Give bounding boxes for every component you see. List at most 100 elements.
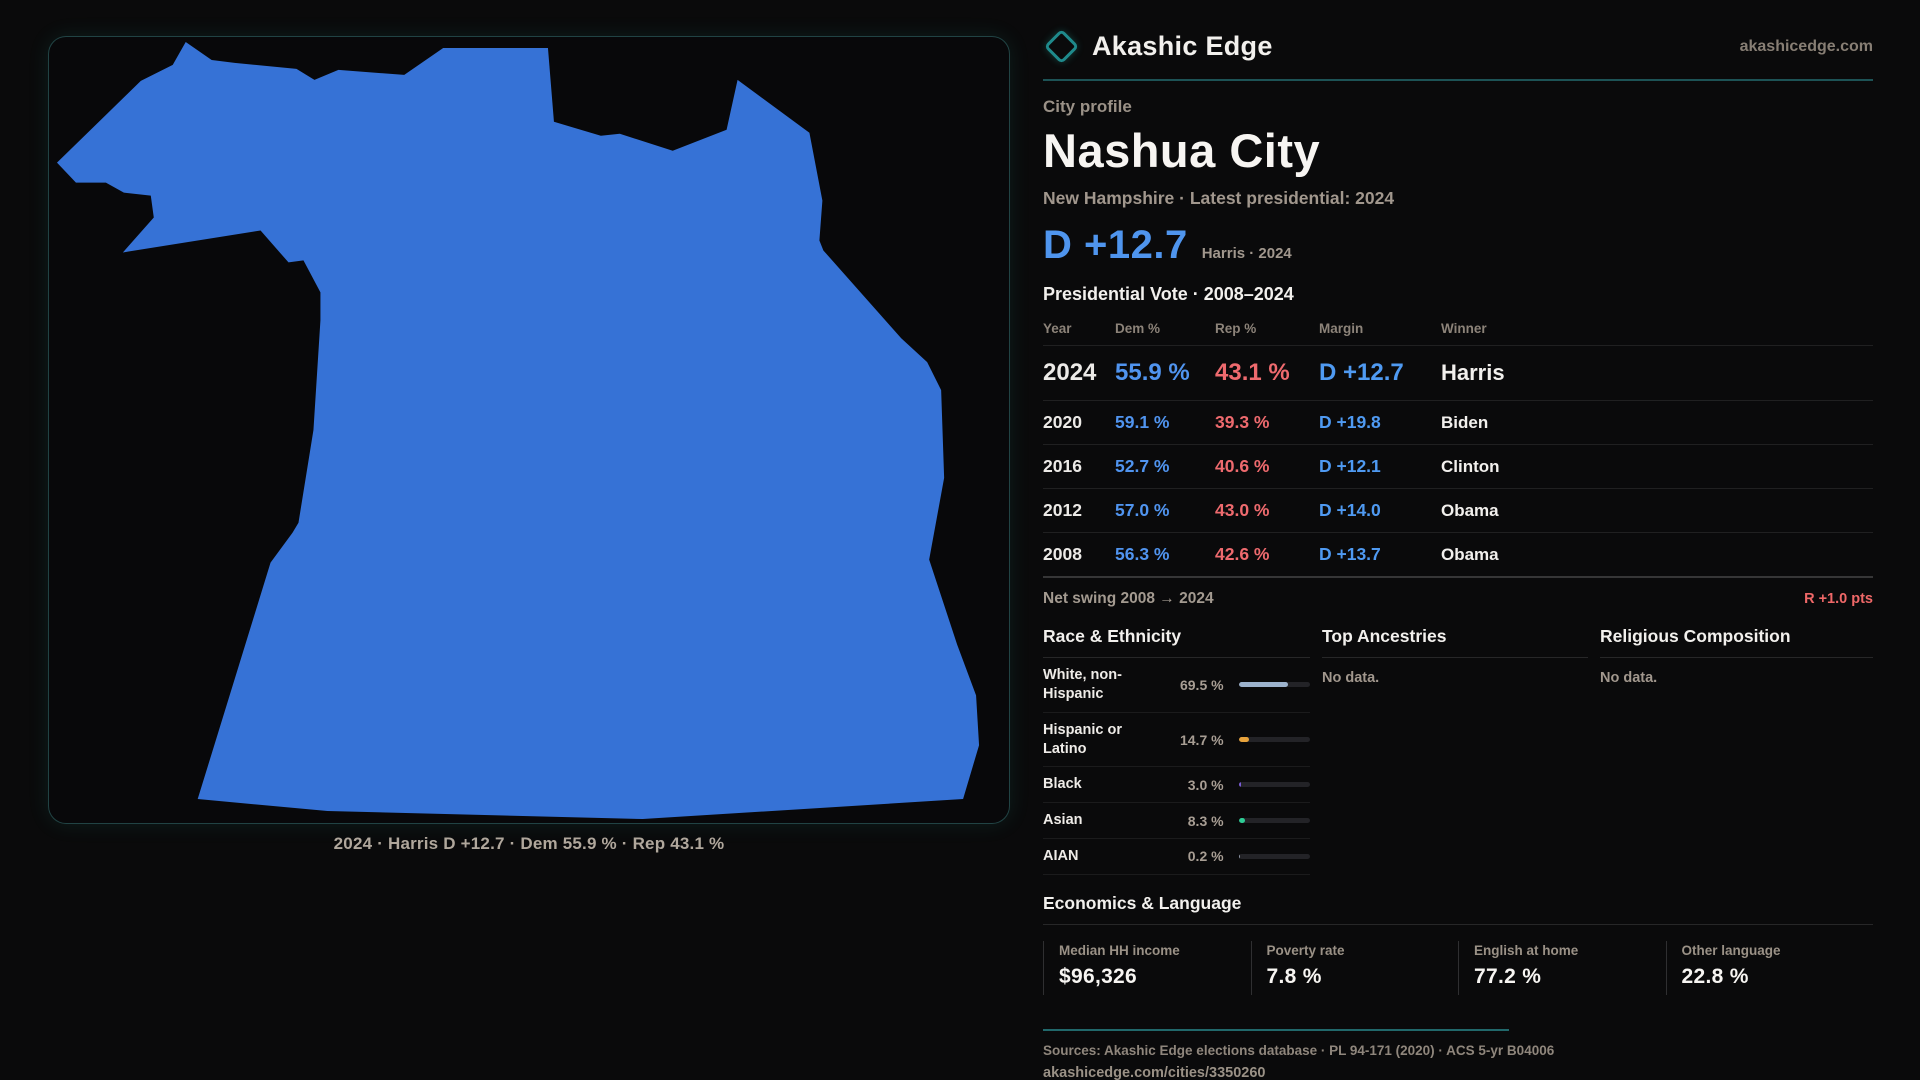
- map-caption: 2024 · Harris D +12.7 · Dem 55.9 % · Rep…: [333, 834, 725, 853]
- religion-section: Religious Composition No data.: [1600, 626, 1873, 875]
- stat-card: English at home 77.2 %: [1458, 940, 1666, 995]
- cell-margin: D +14.0: [1319, 500, 1381, 520]
- cell-margin: D +19.8: [1319, 412, 1381, 432]
- col-winner: Winner: [1441, 321, 1487, 336]
- vote-table: Year Dem % Rep % Margin Winner 2024 55.9…: [1043, 315, 1873, 578]
- kicker: City profile: [1043, 97, 1132, 116]
- economics-section-title: Economics & Language: [1043, 893, 1873, 925]
- header: Akashic Edge akashicedge.com: [1043, 28, 1873, 81]
- headline-margin: D +12.7 Harris · 2024: [1043, 223, 1873, 268]
- race-label: Hispanic or Latino: [1043, 721, 1122, 757]
- race-value: 8.3 %: [1187, 812, 1224, 829]
- race-row: Black 3.0 %: [1043, 767, 1311, 804]
- col-year: Year: [1043, 321, 1072, 336]
- cell-winner: Biden: [1441, 412, 1489, 432]
- race-bar: [1238, 818, 1311, 824]
- race-bar: [1238, 853, 1311, 859]
- cell-year: 2008: [1043, 544, 1082, 564]
- race-ethnicity-section: Race & Ethnicity White, non-Hispanic 69.…: [1043, 626, 1311, 875]
- race-section-title: Race & Ethnicity: [1043, 626, 1310, 658]
- net-swing-label: Net swing 2008 → 2024: [1043, 590, 1214, 607]
- economics-stats: Median HH income $96,326 Poverty rate 7.…: [1043, 940, 1874, 995]
- cell-rep: 43.0 %: [1215, 500, 1270, 520]
- profile-panel: Akashic Edge akashicedge.com City profil…: [1043, 28, 1874, 1080]
- cell-year: 2012: [1043, 500, 1082, 520]
- stat-card: Poverty rate 7.8 %: [1250, 940, 1459, 995]
- diamond-logo-icon: [1043, 28, 1080, 65]
- table-row: 2024 55.9 % 43.1 % D +12.7 Harris: [1043, 346, 1873, 401]
- cell-dem: 57.0 %: [1115, 500, 1170, 520]
- ancestries-section: Top Ancestries No data.: [1322, 626, 1588, 875]
- religion-empty-state: No data.: [1600, 670, 1658, 686]
- cell-rep: 43.1 %: [1215, 359, 1290, 386]
- stat-value: 77.2 %: [1474, 964, 1542, 988]
- cell-dem: 55.9 %: [1115, 359, 1190, 386]
- race-row: White, non-Hispanic 69.5 %: [1043, 658, 1311, 713]
- table-row: 2020 59.1 % 39.3 % D +19.8 Biden: [1043, 401, 1873, 445]
- subtitle: New Hampshire · Latest presidential: 202…: [1043, 188, 1395, 208]
- cell-year: 2020: [1043, 412, 1082, 432]
- cell-winner: Harris: [1441, 360, 1505, 385]
- table-row: 2012 57.0 % 43.0 % D +14.0 Obama: [1043, 489, 1873, 533]
- race-label: White, non-Hispanic: [1043, 667, 1122, 702]
- net-swing-row: Net swing 2008 → 2024 R +1.0 pts: [1043, 578, 1873, 618]
- ancestries-section-title: Top Ancestries: [1322, 626, 1588, 658]
- sources-text: Sources: Akashic Edge elections database…: [1043, 1042, 1555, 1058]
- cell-year: 2024: [1043, 359, 1097, 386]
- race-value: 14.7 %: [1179, 731, 1224, 748]
- brand-domain-link[interactable]: akashicedge.com: [1739, 37, 1873, 55]
- stat-label: Other language: [1681, 942, 1781, 958]
- stat-value: 22.8 %: [1681, 964, 1749, 988]
- stat-card: Other language 22.8 %: [1665, 940, 1874, 995]
- race-bar: [1238, 782, 1311, 788]
- cell-year: 2016: [1043, 456, 1082, 476]
- race-bar: [1238, 737, 1311, 743]
- race-value: 0.2 %: [1187, 848, 1224, 865]
- cell-dem: 56.3 %: [1115, 544, 1170, 564]
- cell-rep: 40.6 %: [1215, 456, 1270, 476]
- col-rep: Rep %: [1215, 321, 1257, 336]
- race-row: AIAN 0.2 %: [1043, 839, 1311, 875]
- stat-label: English at home: [1474, 942, 1579, 958]
- cell-rep: 39.3 %: [1215, 412, 1270, 432]
- stat-label: Poverty rate: [1266, 942, 1345, 958]
- stat-value: $96,326: [1059, 964, 1138, 988]
- stat-card: Median HH income $96,326: [1043, 940, 1251, 995]
- city-boundary-map: [56, 41, 980, 820]
- city-boundary-shape: [56, 41, 980, 820]
- table-row: 2008 56.3 % 42.6 % D +13.7 Obama: [1043, 533, 1873, 578]
- race-label: Asian: [1043, 812, 1083, 829]
- cell-dem: 59.1 %: [1115, 412, 1170, 432]
- headline-margin-value: D +12.7: [1043, 223, 1188, 267]
- cell-margin: D +12.1: [1319, 456, 1381, 476]
- city-permalink[interactable]: akashicedge.com/cities/3350260: [1043, 1064, 1266, 1080]
- race-label: AIAN: [1043, 848, 1079, 865]
- headline-margin-context: Harris · 2024: [1201, 245, 1292, 262]
- stat-label: Median HH income: [1059, 942, 1180, 958]
- brand-name: Akashic Edge: [1092, 31, 1273, 61]
- footer-divider: [1043, 1028, 1509, 1031]
- cell-winner: Clinton: [1441, 456, 1500, 476]
- race-value: 3.0 %: [1187, 776, 1224, 793]
- table-row: 2016 52.7 % 40.6 % D +12.1 Clinton: [1043, 445, 1873, 489]
- cell-margin: D +13.7: [1319, 544, 1381, 564]
- col-dem: Dem %: [1115, 321, 1161, 336]
- race-bar: [1238, 682, 1311, 688]
- cell-rep: 42.6 %: [1215, 544, 1270, 564]
- page-title: Nashua City: [1043, 124, 1321, 177]
- race-value: 69.5 %: [1179, 676, 1224, 693]
- cell-winner: Obama: [1441, 544, 1499, 564]
- vote-table-header: Year Dem % Rep % Margin Winner: [1043, 315, 1873, 346]
- race-label: Black: [1043, 776, 1082, 793]
- cell-margin: D +12.7: [1319, 359, 1404, 386]
- race-row: Hispanic or Latino 14.7 %: [1043, 713, 1311, 768]
- vote-table-title: Presidential Vote · 2008–2024: [1043, 284, 1294, 304]
- cell-dem: 52.7 %: [1115, 456, 1170, 476]
- col-margin: Margin: [1319, 321, 1364, 336]
- religion-section-title: Religious Composition: [1600, 626, 1873, 658]
- ancestries-empty-state: No data.: [1322, 670, 1380, 686]
- city-map-panel: [48, 36, 1010, 824]
- stat-value: 7.8 %: [1266, 964, 1322, 988]
- race-row: Asian 8.3 %: [1043, 803, 1311, 840]
- demographics-columns: Race & Ethnicity White, non-Hispanic 69.…: [1043, 626, 1873, 875]
